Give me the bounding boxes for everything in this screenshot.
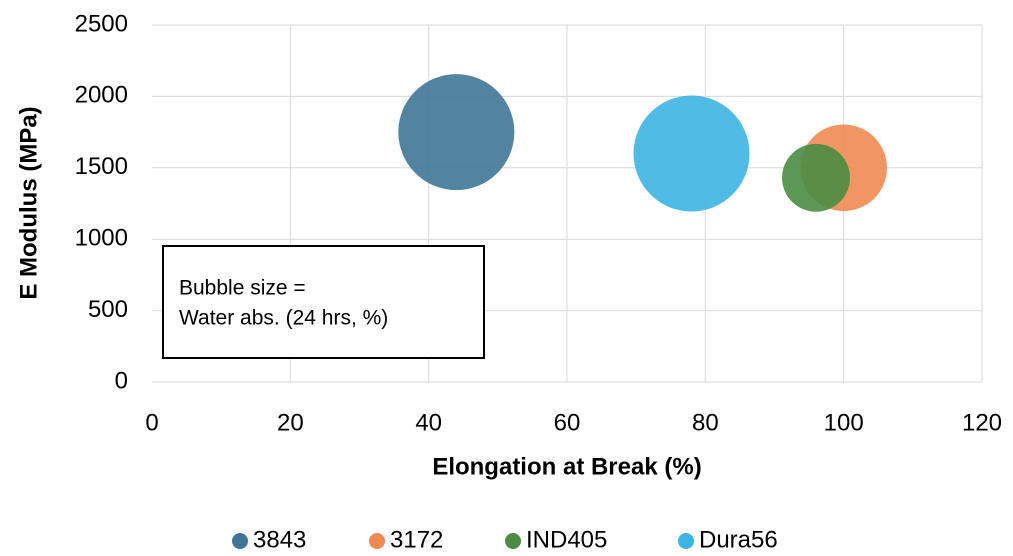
- bubble: [633, 95, 750, 212]
- x-tick-label: 0: [145, 409, 158, 436]
- y-axis-label: E Modulus (MPa): [15, 106, 42, 299]
- x-tick-label: 20: [277, 409, 304, 436]
- legend-label: 3172: [390, 526, 443, 553]
- y-tick-label: 500: [88, 296, 128, 323]
- bubble: [398, 74, 515, 191]
- legend-marker: [678, 533, 694, 549]
- y-tick-label: 2500: [75, 10, 128, 37]
- annotation-text: Water abs. (24 hrs, %): [179, 307, 388, 330]
- legend-marker: [232, 533, 248, 549]
- annotation-box: [162, 245, 485, 359]
- annotation-text: Bubble size =: [179, 277, 306, 300]
- x-tick-label: 100: [824, 409, 864, 436]
- x-tick-label: 60: [554, 409, 581, 436]
- legend-marker: [505, 533, 521, 549]
- y-tick-label: 0: [115, 367, 128, 394]
- legend-label: 3843: [253, 526, 306, 553]
- legend-label: Dura56: [699, 526, 778, 553]
- x-tick-label: 40: [415, 409, 442, 436]
- legend-label: IND405: [526, 526, 607, 553]
- y-tick-label: 1000: [75, 225, 128, 252]
- x-axis-label: Elongation at Break (%): [432, 453, 701, 480]
- legend-marker: [369, 533, 385, 549]
- y-tick-label: 2000: [75, 82, 128, 109]
- x-tick-label: 80: [692, 409, 719, 436]
- x-tick-label: 120: [962, 409, 1002, 436]
- y-tick-label: 1500: [75, 153, 128, 180]
- bubble: [782, 143, 850, 212]
